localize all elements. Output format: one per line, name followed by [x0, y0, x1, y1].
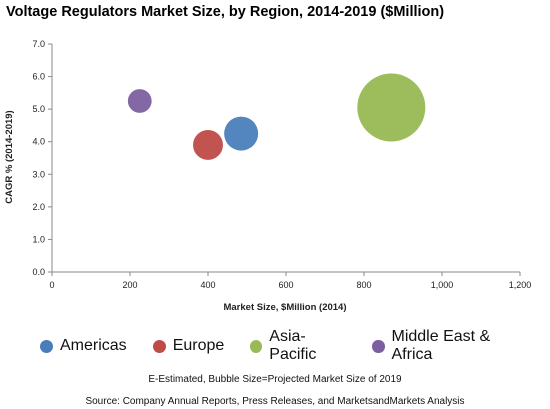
legend-marker [40, 339, 53, 353]
legend-item: Europe [152, 337, 225, 355]
legend-label: Europe [172, 337, 225, 354]
x-tick-label: 800 [356, 280, 371, 290]
y-tick-label: 4.0 [32, 137, 45, 147]
legend-label: Asia-Pacific [269, 328, 317, 363]
legend-label: Americas [60, 337, 127, 354]
bubble-americas [224, 116, 259, 151]
y-tick-label: 3.0 [32, 169, 45, 179]
y-tick-label: 0.0 [32, 267, 45, 277]
x-tick-label: 0 [49, 280, 54, 290]
y-tick-label: 1.0 [32, 234, 45, 244]
x-tick-label: 400 [200, 280, 215, 290]
legend-item: Middle East & Africa [372, 328, 524, 364]
bubble-asia-pacific [357, 73, 426, 142]
source-note: Source: Company Annual Reports, Press Re… [85, 396, 465, 407]
bubble-middle-east-africa [127, 89, 152, 113]
y-tick-label: 6.0 [32, 72, 45, 82]
legend-item: Asia-Pacific [250, 328, 346, 364]
chart-title: Voltage Regulators Market Size, by Regio… [6, 4, 445, 20]
legend-marker [152, 339, 166, 353]
legend-marker [372, 339, 385, 353]
bubble-europe [193, 130, 223, 160]
legend-label: Middle East & Africa [391, 328, 491, 363]
x-axis-label: Market Size, $Million (2014) [223, 302, 346, 313]
legend: Americas Europe Asia-Pacific Middle East & … [40, 328, 550, 364]
legend-item: Americas [40, 337, 127, 355]
legend-marker [250, 339, 263, 353]
bubble-chart: 0 200 400 600 800 1,000 1,200 0.0 1.0 2.0 3.0 4.0 5.… [4, 39, 532, 313]
y-tick-label: 7.0 [32, 39, 45, 49]
y-axis-label: CAGR % (2014-2019) [4, 110, 15, 203]
x-tick-label: 1,000 [431, 280, 454, 290]
x-tick-label: 1,200 [509, 280, 532, 290]
y-tick-label: 5.0 [32, 104, 45, 114]
y-tick-label: 2.0 [32, 202, 45, 212]
x-tick-label: 600 [278, 280, 293, 290]
footnote: E-Estimated, Bubble Size=Projected Marke… [148, 374, 402, 385]
x-tick-label: 200 [122, 280, 137, 290]
